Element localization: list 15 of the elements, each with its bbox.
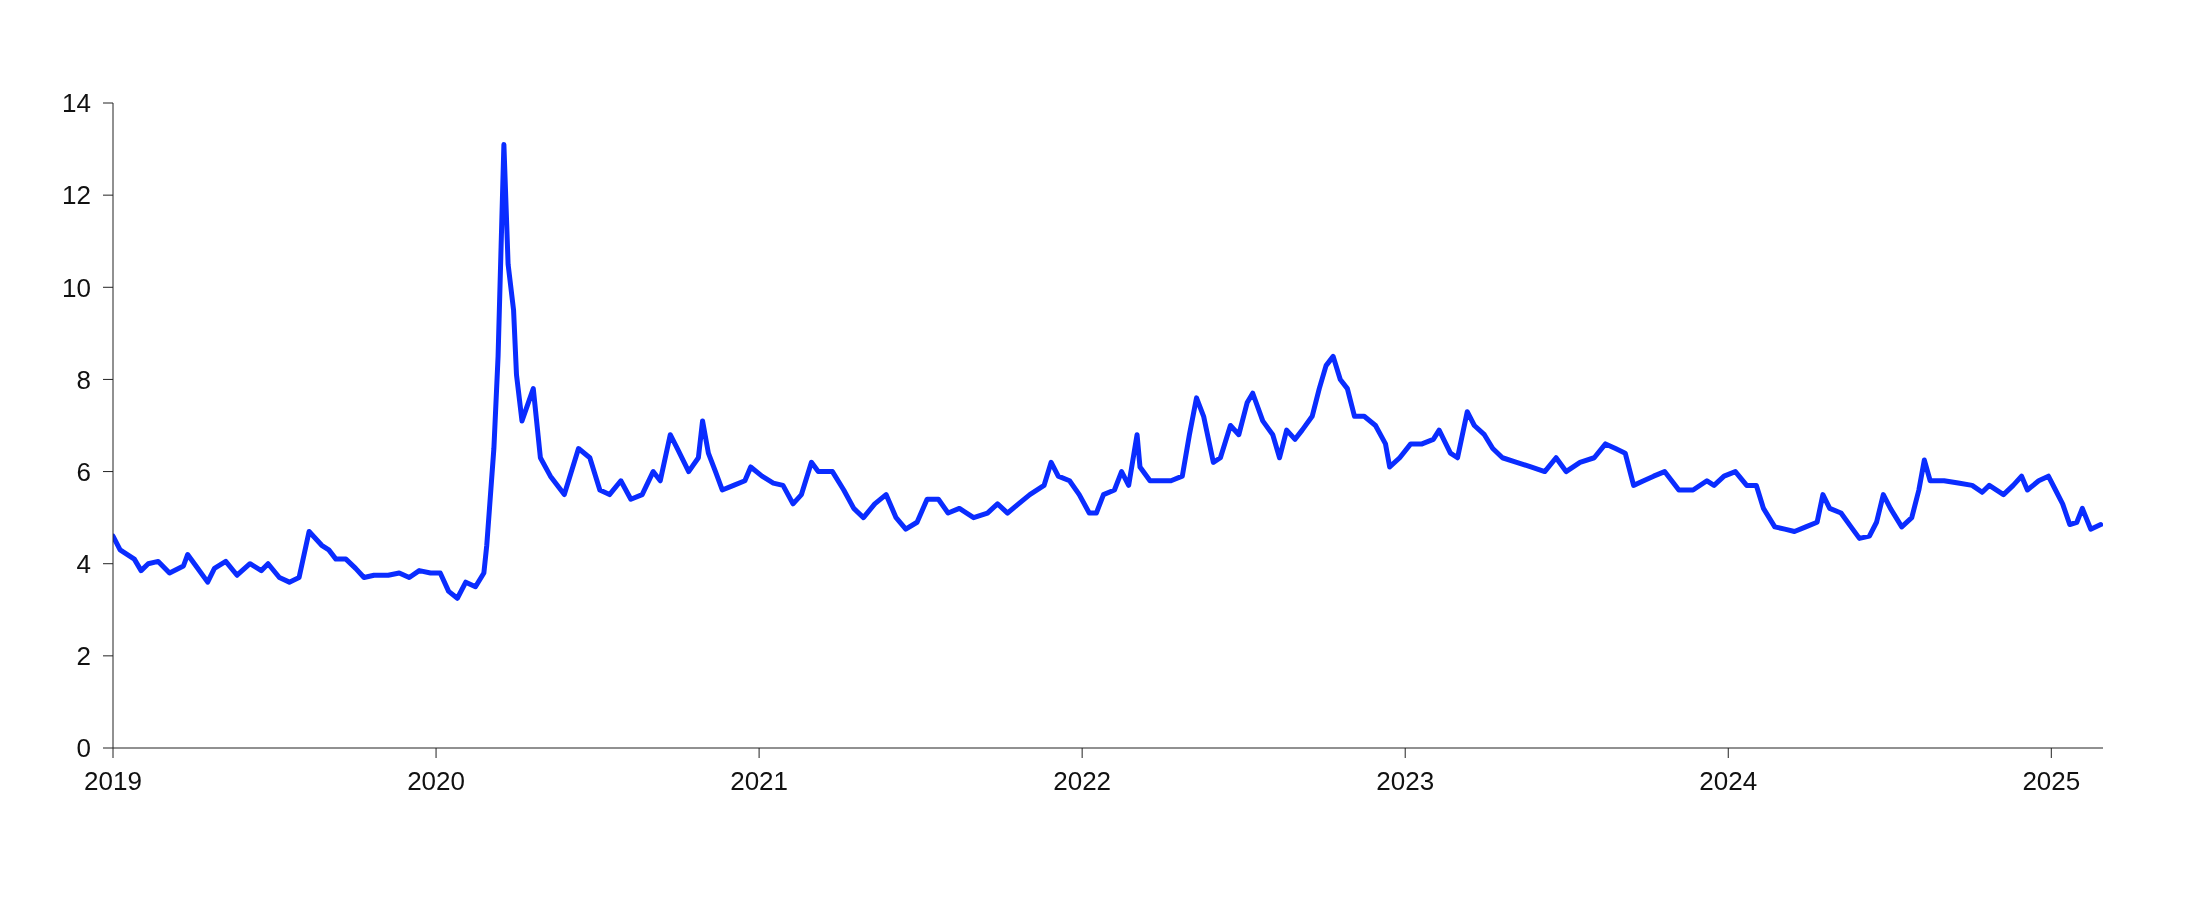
x-tick-label: 2023 <box>1376 766 1435 797</box>
x-tick-label: 2025 <box>2022 766 2081 797</box>
y-tick-label: 10 <box>62 272 91 303</box>
y-tick-label: 2 <box>76 641 91 672</box>
x-tick-label: 2024 <box>1699 766 1758 797</box>
y-tick-label: 14 <box>62 88 91 119</box>
y-tick-label: 6 <box>76 456 91 487</box>
y-tick-label: 4 <box>76 548 91 579</box>
x-tick-label: 2022 <box>1053 766 1112 797</box>
y-tick-label: 8 <box>76 364 91 395</box>
x-tick-label: 2020 <box>407 766 465 797</box>
x-tick-label: 2021 <box>730 766 789 797</box>
y-tick-label: 0 <box>76 733 91 764</box>
x-tick-label: 2019 <box>84 766 142 797</box>
y-tick-label: 12 <box>62 180 91 211</box>
